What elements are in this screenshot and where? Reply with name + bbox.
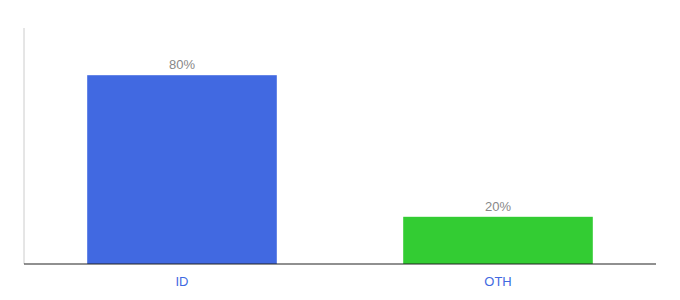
bar [87,75,277,264]
data-label: 20% [485,199,511,214]
y-axis-line [24,28,25,264]
x-tick-label: ID [176,274,189,289]
data-labels: 80% 20% [169,57,511,214]
bars [87,75,593,264]
chart: 80% 20% ID OTH [0,0,680,300]
chart-container: 80% 20% ID OTH [0,0,680,300]
x-axis-line [24,263,656,264]
plot: 80% 20% ID OTH [24,28,656,289]
data-label: 80% [169,57,195,72]
x-tick-label: OTH [484,274,511,289]
bar [403,217,593,264]
x-tick-labels: ID OTH [176,274,512,289]
